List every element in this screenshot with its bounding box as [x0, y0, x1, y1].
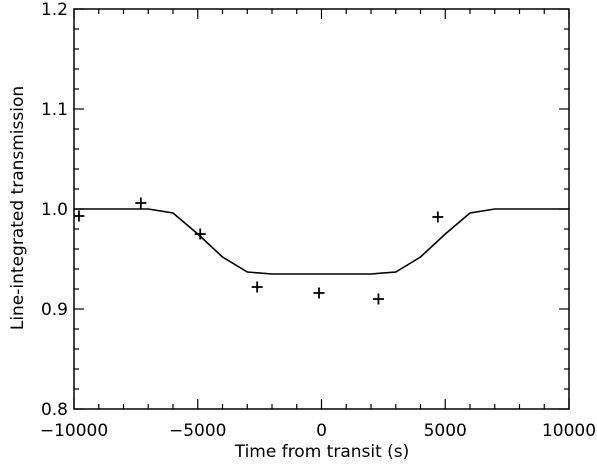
y-tick-label: 1.2 [41, 0, 68, 20]
x-tick-label: 0 [316, 421, 327, 441]
axis-ticks [73, 8, 570, 410]
y-tick-label: 1.0 [41, 200, 68, 220]
data-point [372, 293, 384, 305]
x-axis-title: Time from transit (s) [234, 442, 410, 462]
y-axis-title: Line-integrated transmission [8, 86, 28, 330]
x-tick-label: −10000 [40, 421, 108, 441]
data-point [432, 211, 444, 223]
x-tick-label: 10000 [542, 421, 596, 441]
tick-labels: −10000 −5000 0 5000 10000 0.8 0.9 1.0 1.1 1.2 [40, 0, 596, 441]
data-point [313, 287, 325, 299]
model-curve [74, 208, 569, 275]
x-tick-label: 5000 [424, 421, 467, 441]
y-tick-label: 1.1 [41, 100, 68, 120]
y-tick-label: 0.9 [41, 300, 68, 320]
data-point [135, 197, 147, 209]
data-point [251, 281, 263, 293]
data-point [73, 210, 85, 222]
plot-area [73, 8, 570, 410]
y-tick-label: 0.8 [41, 400, 68, 420]
data-point [194, 228, 206, 240]
x-tick-label: −5000 [169, 421, 227, 441]
